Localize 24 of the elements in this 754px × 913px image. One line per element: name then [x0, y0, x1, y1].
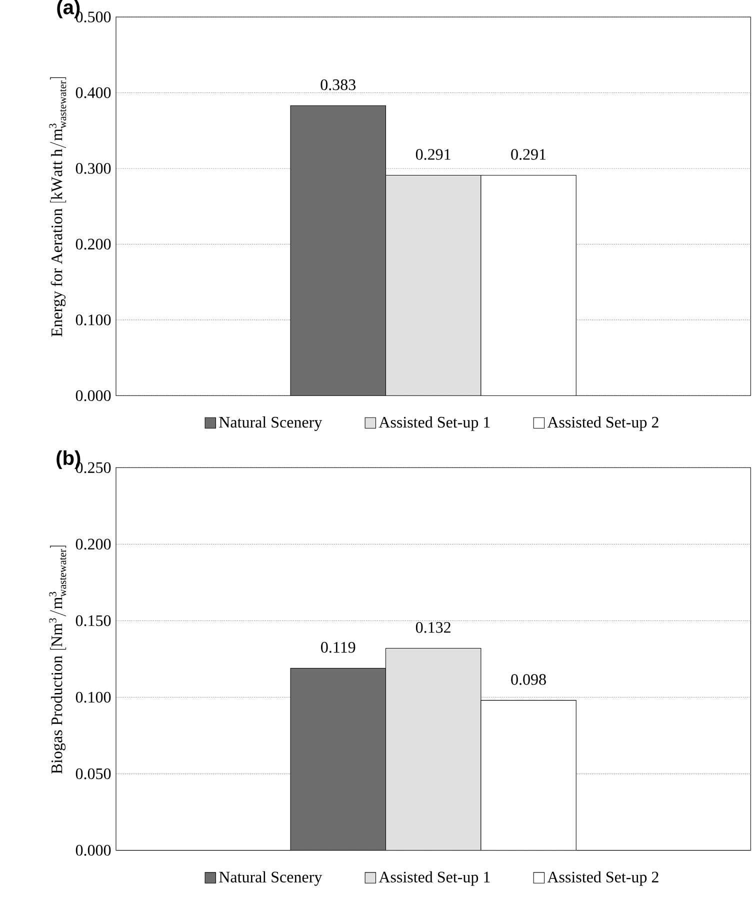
data-label: 0.098 [511, 674, 546, 685]
data-label: 0.291 [416, 149, 450, 160]
data-label: 0.132 [416, 622, 450, 633]
y-tick-label: 0.050 [76, 768, 111, 780]
y-tick-label: 0.000 [76, 844, 111, 856]
y-tick-label: 0.100 [76, 692, 111, 703]
y-tick-label: 0.200 [76, 238, 111, 250]
legend-label: Assisted Set-up 1 [378, 871, 490, 886]
y-tick-label: 0.100 [76, 314, 111, 326]
legend-label: Natural Scenery [219, 416, 322, 431]
y-tick-label: 0.400 [76, 87, 111, 98]
legend-label: Assisted Set-up 2 [547, 871, 658, 886]
data-label: 0.291 [511, 149, 546, 160]
data-label: 0.119 [321, 642, 356, 653]
y-tick-label: 0.200 [76, 538, 111, 550]
y-axis-title: $\mathrm{Biogas\ Production\ [Nm^{3}/m^{3}_{wastewater}]}$ [49, 546, 66, 774]
y-tick-label: 0.000 [76, 390, 111, 402]
data-label: 0.383 [320, 79, 356, 90]
y-tick-label: 0.300 [76, 163, 111, 174]
legend-label: Natural Scenery [219, 871, 322, 886]
legend-label: Assisted Set-up 2 [547, 416, 658, 431]
legend-label: Assisted Set-up 1 [378, 416, 490, 431]
y-tick-label: 0.150 [76, 615, 111, 626]
y-axis-title: $\mathrm{Energy\ for\ Aeration\ [kWatt\ h/m^{3}_{wastewater}]}$ [49, 77, 66, 337]
